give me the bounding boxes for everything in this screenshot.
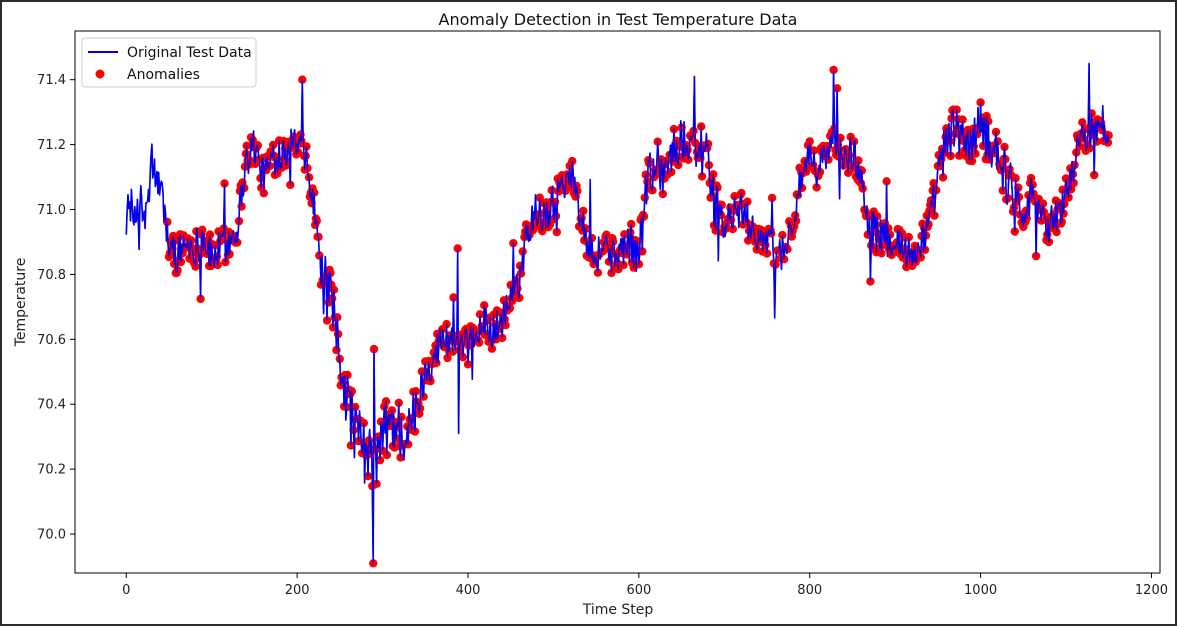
series-line-overlay <box>125 62 1110 564</box>
y-tick-label: 71.2 <box>37 138 66 153</box>
legend-line-label: Original Test Data <box>127 45 252 61</box>
y-tick-label: 70.8 <box>37 268 66 283</box>
ticks-layer: 0 200 400 600 800 1000 1200 70.0 70.2 70.4 70.6 70.… <box>37 73 1168 598</box>
y-tick-label: 70.4 <box>37 398 66 413</box>
y-tick-label: 70.0 <box>37 528 66 543</box>
x-tick-label: 800 <box>797 583 822 598</box>
plot-area <box>74 30 1161 574</box>
legend-scatter-swatch <box>95 69 105 79</box>
x-tick-label: 0 <box>122 583 130 598</box>
y-tick-label: 71.4 <box>37 73 66 88</box>
y-tick-label: 71.0 <box>37 203 66 218</box>
legend: Original Test Data Anomalies <box>81 37 257 88</box>
x-tick-label: 400 <box>456 583 481 598</box>
y-axis-title: Temperature <box>13 258 29 348</box>
x-tick-label: 1000 <box>964 583 997 598</box>
chart-title: Anomaly Detection in Test Temperature Da… <box>439 10 798 29</box>
x-tick-label: 200 <box>285 583 310 598</box>
y-tick-label: 70.6 <box>37 333 66 348</box>
x-axis-title: Time Step <box>582 602 654 618</box>
legend-box <box>81 37 257 88</box>
y-tick-label: 70.2 <box>37 463 66 478</box>
x-tick-label: 1200 <box>1135 583 1168 598</box>
series-layer <box>125 62 1113 568</box>
x-tick-label: 600 <box>626 583 651 598</box>
legend-scatter-label: Anomalies <box>127 67 200 83</box>
